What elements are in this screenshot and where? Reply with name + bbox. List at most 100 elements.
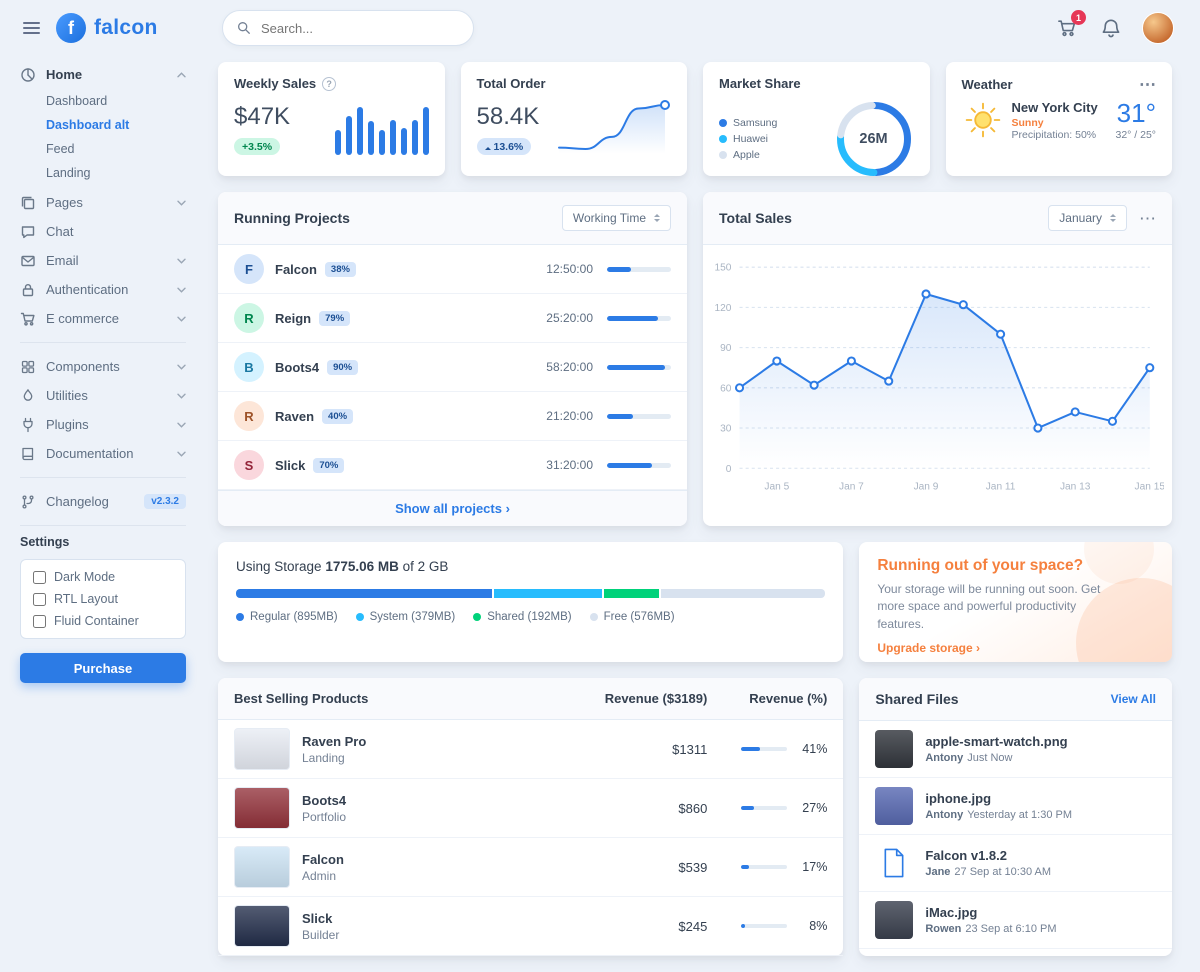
chevron-down-icon xyxy=(177,451,186,457)
shared-files-card: Shared Files View All apple-smart-watch.… xyxy=(859,678,1172,956)
sidebar-item-dashboard-alt[interactable]: Dashboard alt xyxy=(46,118,130,132)
sidebar-item-label: Email xyxy=(46,253,79,268)
legend-dot-huawei xyxy=(719,135,727,143)
legend-dot-shared xyxy=(473,613,482,621)
file-row[interactable]: iphone.jpg Antony Yesterday at 1:30 PM xyxy=(859,778,1172,835)
product-category-link[interactable]: Portfolio xyxy=(302,809,347,824)
components-grid-icon xyxy=(20,359,37,375)
ellipsis-menu-icon[interactable]: ⋯ xyxy=(1139,75,1156,94)
project-progress-badge: 40% xyxy=(322,408,354,424)
rtl-layout-checkbox[interactable] xyxy=(33,592,46,606)
product-revenue: $860 xyxy=(678,800,708,816)
file-name-link[interactable]: iMac.jpg xyxy=(925,905,978,920)
show-all-projects-link[interactable]: Show all projects › xyxy=(395,501,510,516)
project-name-link[interactable]: Reign xyxy=(275,310,312,326)
sidebar-item-home[interactable]: Home xyxy=(20,60,186,89)
sidebar-item-utilities[interactable]: Utilities xyxy=(20,381,186,410)
storage-total: of 2 GB xyxy=(402,559,449,574)
select-carets-icon xyxy=(654,214,660,222)
fluid-container-toggle[interactable]: Fluid Container xyxy=(33,614,173,628)
legend-dot-system xyxy=(355,613,364,621)
user-avatar[interactable] xyxy=(1142,12,1174,44)
project-name-link[interactable]: Falcon xyxy=(275,261,317,277)
legend-label: Apple xyxy=(733,149,760,161)
sidebar-item-email[interactable]: Email xyxy=(20,246,186,275)
sidebar-divider xyxy=(20,477,186,478)
fluid-container-checkbox[interactable] xyxy=(33,614,46,628)
dark-mode-label: Dark Mode xyxy=(54,570,116,584)
dark-mode-toggle[interactable]: Dark Mode xyxy=(33,570,173,584)
sidebar-item-changelog[interactable]: Changelog v2.3.2 xyxy=(20,487,186,516)
project-time: 12:50:00 xyxy=(546,262,593,276)
svg-text:Jan 13: Jan 13 xyxy=(1060,482,1091,493)
upgrade-space-card: Running out of your space? Your storage … xyxy=(859,542,1172,662)
purchase-button[interactable]: Purchase xyxy=(20,653,186,683)
notifications-bell-icon[interactable] xyxy=(1098,15,1124,41)
legend-label: Regular (895MB) xyxy=(250,611,338,623)
weather-title: Weather xyxy=(961,77,1013,92)
sidebar-item-pages[interactable]: Pages xyxy=(20,188,186,217)
sidebar-item-landing[interactable]: Landing xyxy=(46,166,91,180)
product-category-link[interactable]: Landing xyxy=(302,750,345,765)
product-thumbnail xyxy=(234,728,290,770)
sidebar-item-label: Utilities xyxy=(46,388,88,403)
product-thumbnail xyxy=(234,905,290,947)
project-name-link[interactable]: Boots4 xyxy=(275,359,320,375)
rtl-layout-toggle[interactable]: RTL Layout xyxy=(33,592,173,606)
dark-mode-checkbox[interactable] xyxy=(33,570,46,584)
project-name-link[interactable]: Slick xyxy=(275,457,306,473)
product-name-link[interactable]: Raven Pro xyxy=(302,733,367,749)
file-time: 27 Sep at 10:30 AM xyxy=(954,866,1052,878)
product-category-link[interactable]: Builder xyxy=(302,927,340,942)
product-name-link[interactable]: Falcon xyxy=(302,851,344,867)
total-sales-card: Total Sales January ⋯ xyxy=(703,192,1172,526)
search-input[interactable] xyxy=(259,19,459,37)
upgrade-storage-link[interactable]: Upgrade storage › xyxy=(877,641,981,656)
sidebar-item-chat[interactable]: Chat xyxy=(20,217,186,246)
file-name-link[interactable]: Falcon v1.8.2 xyxy=(925,848,1007,863)
project-row: R Reign 79% 25:20:00 xyxy=(218,294,687,343)
sidebar-item-feed[interactable]: Feed xyxy=(46,142,75,156)
sidebar-item-authentication[interactable]: Authentication xyxy=(20,275,186,304)
sidebar-item-plugins[interactable]: Plugins xyxy=(20,410,186,439)
file-author: Rowen xyxy=(925,923,962,935)
chevron-down-icon xyxy=(177,364,186,370)
best-selling-card: Best Selling Products Revenue ($3189) Re… xyxy=(218,678,844,956)
product-name-link[interactable]: Boots4 xyxy=(302,792,347,808)
lock-icon xyxy=(20,282,37,298)
file-row[interactable]: Falcon v1.8.2 Jane 27 Sep at 10:30 AM xyxy=(859,835,1172,892)
settings-heading: Settings xyxy=(20,535,70,549)
sidebar-item-components[interactable]: Components xyxy=(20,352,186,381)
project-name-link[interactable]: Raven xyxy=(275,408,315,424)
running-projects-card: Running Projects Working Time F Falcon 3… xyxy=(218,192,687,526)
search-box[interactable] xyxy=(222,10,474,46)
legend-dot-samsung xyxy=(719,119,727,127)
product-category-link[interactable]: Admin xyxy=(302,868,337,883)
sidebar-item-label: E commerce xyxy=(46,311,119,326)
sidebar-item-documentation[interactable]: Documentation xyxy=(20,439,186,468)
view-all-link[interactable]: View All xyxy=(1110,692,1156,706)
space-title: Running out of your space? xyxy=(877,557,1084,574)
ellipsis-menu-icon[interactable]: ⋯ xyxy=(1139,208,1156,228)
info-icon[interactable]: ? xyxy=(322,76,337,91)
sidebar-item-ecommerce[interactable]: E commerce xyxy=(20,304,186,333)
sidebar-divider xyxy=(20,342,186,343)
falcon-logo[interactable]: f falcon xyxy=(56,13,206,43)
sidebar-item-dashboard[interactable]: Dashboard xyxy=(46,94,108,108)
file-row[interactable]: iMac.jpg Rowen 23 Sep at 6:10 PM xyxy=(859,892,1172,949)
weather-range: 32° / 25° xyxy=(1115,128,1156,141)
file-name-link[interactable]: iphone.jpg xyxy=(925,791,992,806)
working-time-select[interactable]: Working Time xyxy=(561,205,671,231)
sidebar-item-label: Chat xyxy=(46,224,74,239)
market-share-card: Market Share Samsung Huawei Apple 26M xyxy=(703,62,930,176)
file-row[interactable]: apple-smart-watch.png Antony Just Now xyxy=(859,721,1172,778)
sidebar-divider xyxy=(20,525,186,526)
svg-text:150: 150 xyxy=(714,263,731,274)
hamburger-menu-icon[interactable] xyxy=(14,11,48,45)
month-select[interactable]: January xyxy=(1048,205,1127,231)
file-name-link[interactable]: apple-smart-watch.png xyxy=(925,734,1068,749)
sidebar-item-label: Plugins xyxy=(46,417,89,432)
revenue-pct-column-header: Revenue (%) xyxy=(749,691,828,706)
cart-icon[interactable]: 1 xyxy=(1054,10,1086,41)
product-name-link[interactable]: Slick xyxy=(302,910,333,926)
